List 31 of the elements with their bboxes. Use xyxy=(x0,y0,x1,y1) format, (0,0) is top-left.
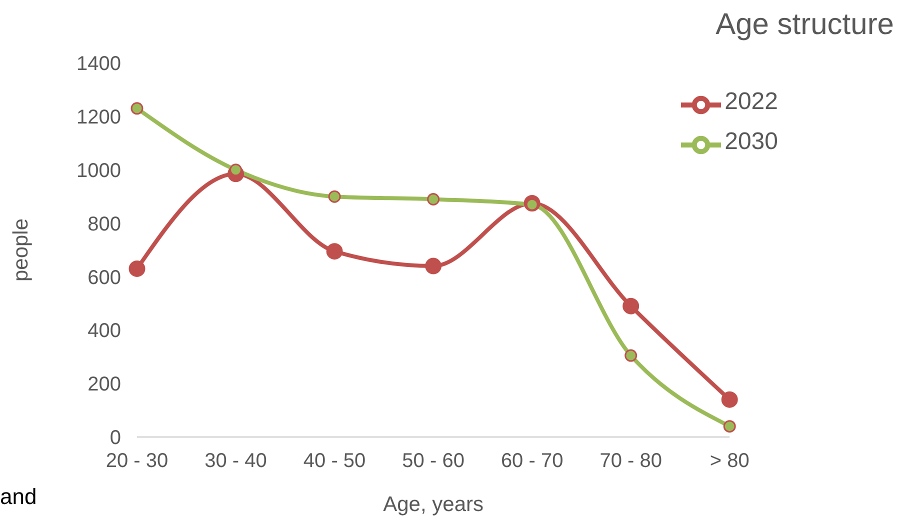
point xyxy=(622,298,640,314)
point xyxy=(427,192,440,206)
y-tick-label: 1400 xyxy=(76,53,121,76)
x-tick-label: 30 - 40 xyxy=(204,450,267,472)
y-tick-label: 200 xyxy=(88,374,121,396)
y-tick-label: 0 xyxy=(110,427,121,450)
point xyxy=(425,258,442,274)
x-tick-label: > 80 xyxy=(710,450,750,472)
point xyxy=(130,102,144,115)
point xyxy=(624,349,638,362)
y-tick-label: 800 xyxy=(88,213,121,236)
point xyxy=(328,190,341,203)
point xyxy=(326,243,343,260)
y-tick-label: 600 xyxy=(88,266,121,289)
legend-label: 2030 xyxy=(724,128,778,156)
text: and xyxy=(0,484,37,510)
x-tick-label: 70 - 80 xyxy=(600,450,662,472)
x-tick-label: 50 - 60 xyxy=(402,450,464,472)
point xyxy=(721,391,738,408)
text: Age structure xyxy=(716,8,894,42)
point xyxy=(723,420,736,433)
y-tick-label: 1200 xyxy=(76,106,121,129)
y-axis-title: people xyxy=(9,218,32,282)
x-tick-label: 20 - 30 xyxy=(106,450,168,472)
legend-label: 2022 xyxy=(724,88,778,116)
y-tick-label: 400 xyxy=(88,320,121,342)
y-tick-label: 1000 xyxy=(76,160,121,182)
x-axis-title: Age, years xyxy=(383,493,484,516)
x-tick-label: 40 - 50 xyxy=(303,450,366,472)
point xyxy=(128,260,146,277)
x-tick-label: 60 - 70 xyxy=(500,450,564,472)
